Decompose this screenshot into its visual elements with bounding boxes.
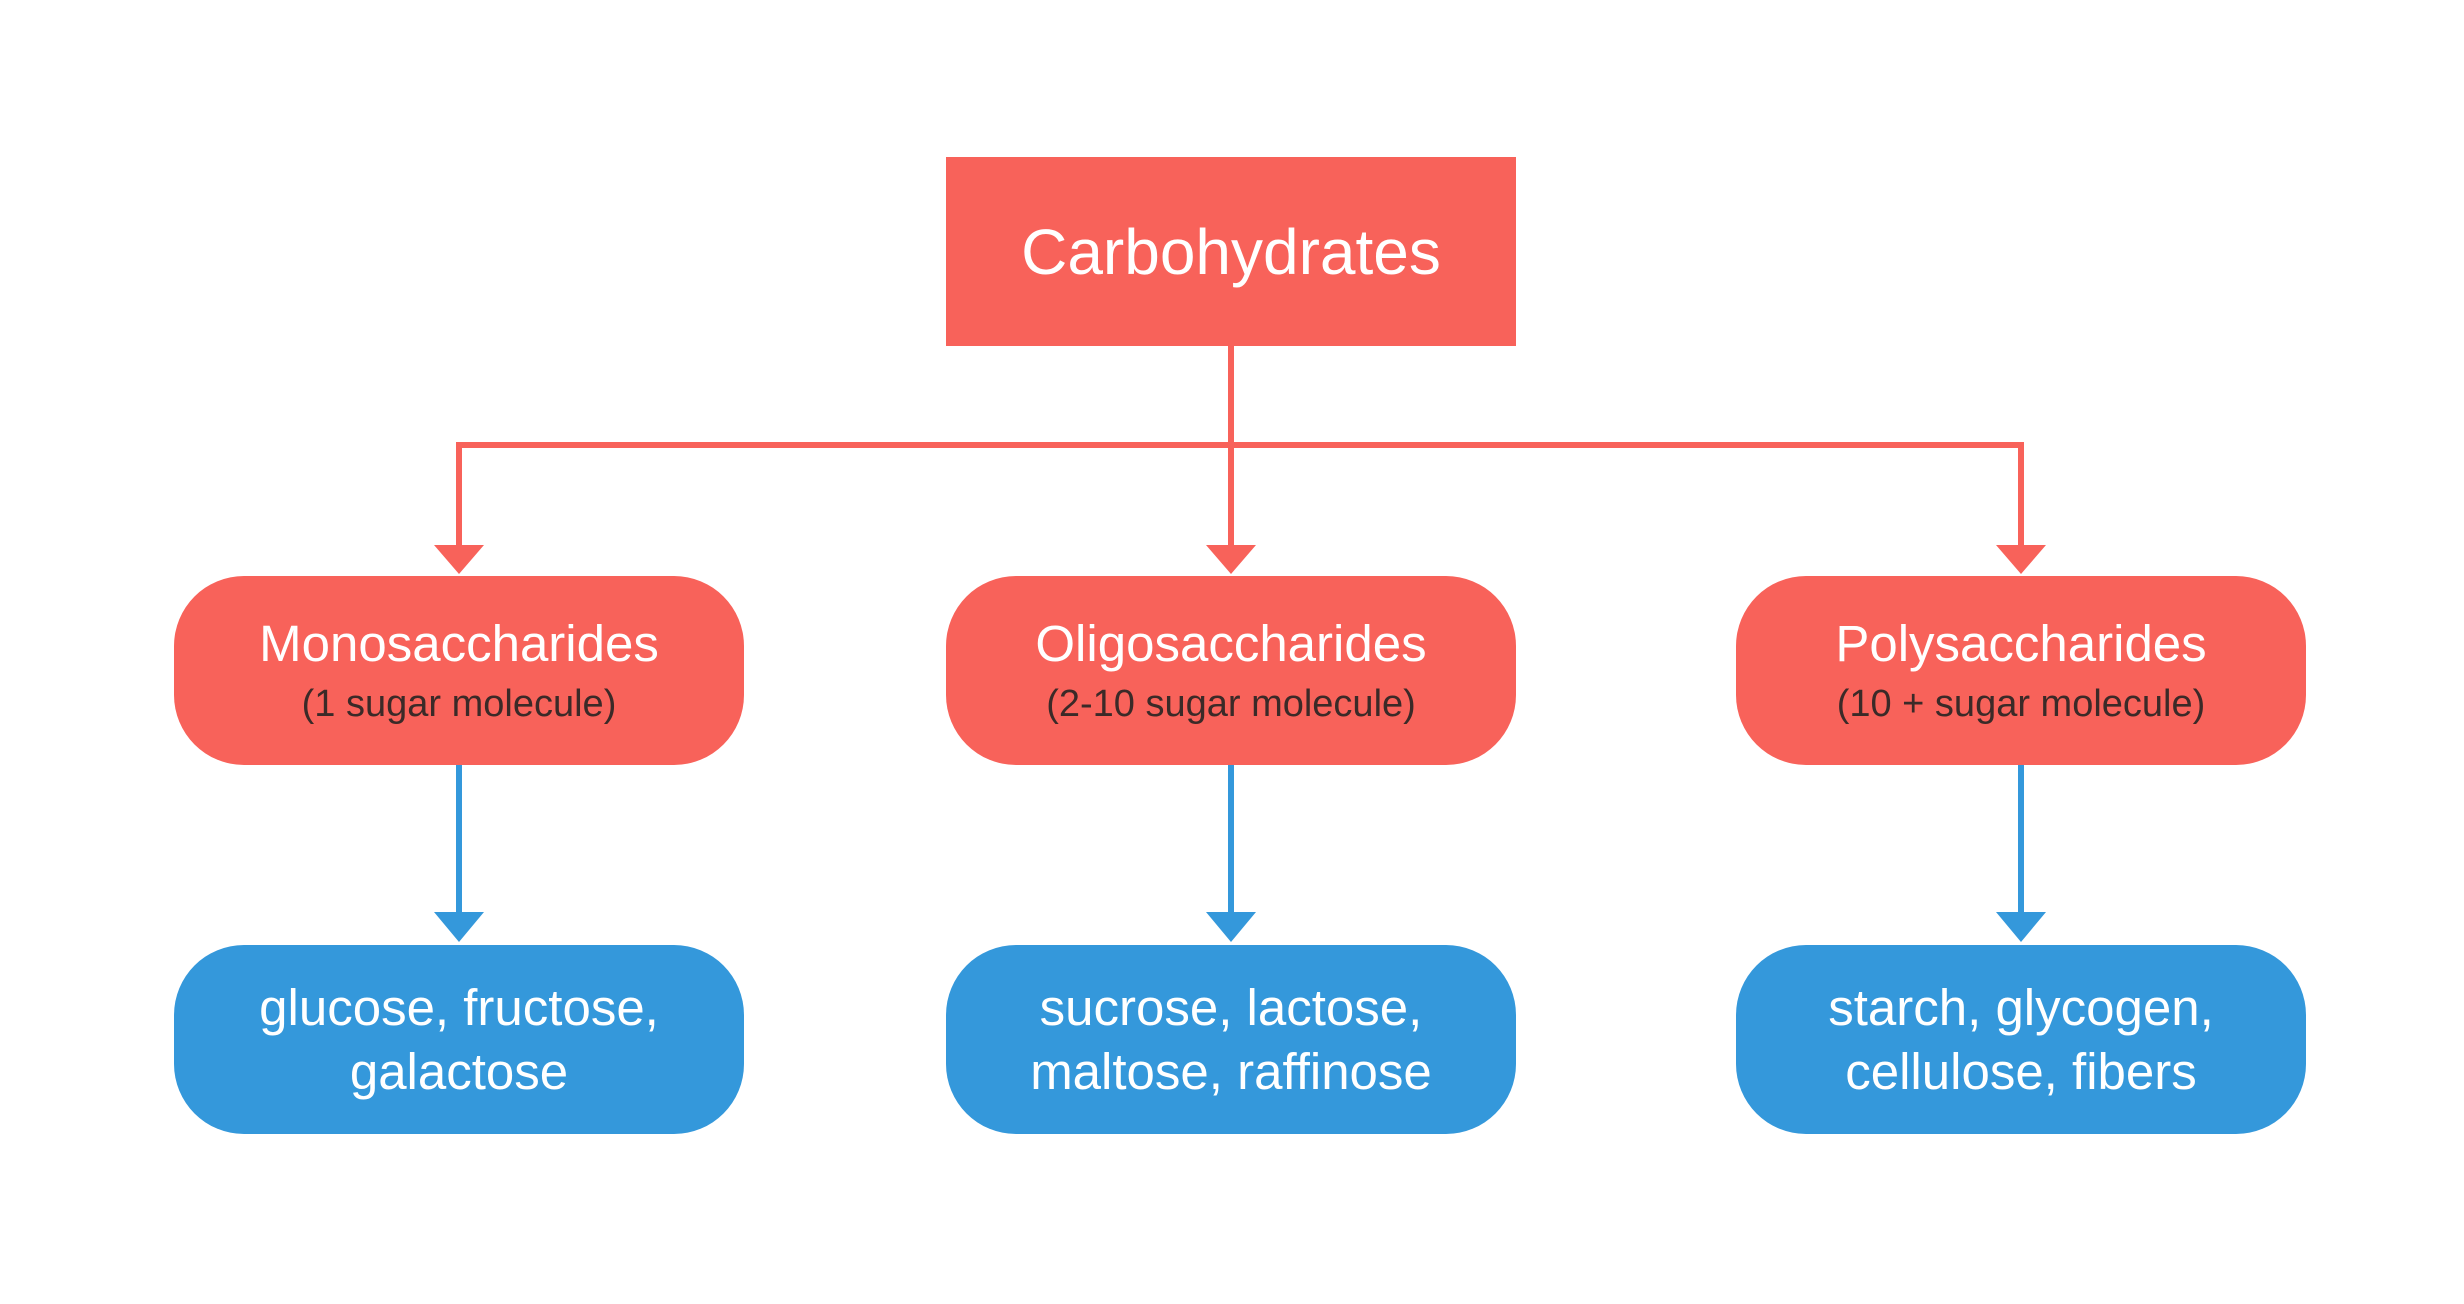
example-node-oligosaccharides: sucrose, lactose, maltose, raffinose (946, 945, 1516, 1134)
category-subtitle: (2-10 sugar molecule) (1046, 683, 1416, 726)
branch-bus-line (456, 442, 2024, 552)
arrowhead-mono-examples (434, 912, 484, 942)
arrowhead-poly-examples (1996, 912, 2046, 942)
arrowhead-polysaccharides (1996, 545, 2046, 574)
root-label: Carbohydrates (1021, 215, 1441, 288)
arrowhead-monosaccharides (434, 545, 484, 574)
category-subtitle: (10 + sugar molecule) (1836, 683, 2206, 726)
arrowhead-oligosaccharides (1206, 545, 1256, 574)
example-text: starch, glycogen, cellulose, fibers (1828, 978, 2214, 1100)
root-connectors (456, 346, 2024, 552)
category-node-polysaccharides: Polysaccharides (10 + sugar molecule) (1736, 576, 2306, 765)
root-node-carbohydrates: Carbohydrates (946, 157, 1516, 346)
category-name: Oligosaccharides (1035, 615, 1427, 673)
root-arrowheads (434, 545, 2046, 574)
example-text: glucose, fructose, galactose (259, 978, 659, 1100)
category-subtitle: (1 sugar molecule) (301, 683, 617, 726)
example-arrowheads (434, 912, 2046, 942)
example-connectors (456, 765, 2024, 918)
category-name: Monosaccharides (259, 615, 659, 673)
arrowhead-oligo-examples (1206, 912, 1256, 942)
example-text: sucrose, lactose, maltose, raffinose (1030, 978, 1432, 1100)
category-node-monosaccharides: Monosaccharides (1 sugar molecule) (174, 576, 744, 765)
example-node-monosaccharides: glucose, fructose, galactose (174, 945, 744, 1134)
category-node-oligosaccharides: Oligosaccharides (2-10 sugar molecule) (946, 576, 1516, 765)
category-name: Polysaccharides (1835, 615, 2207, 673)
example-node-polysaccharides: starch, glycogen, cellulose, fibers (1736, 945, 2306, 1134)
